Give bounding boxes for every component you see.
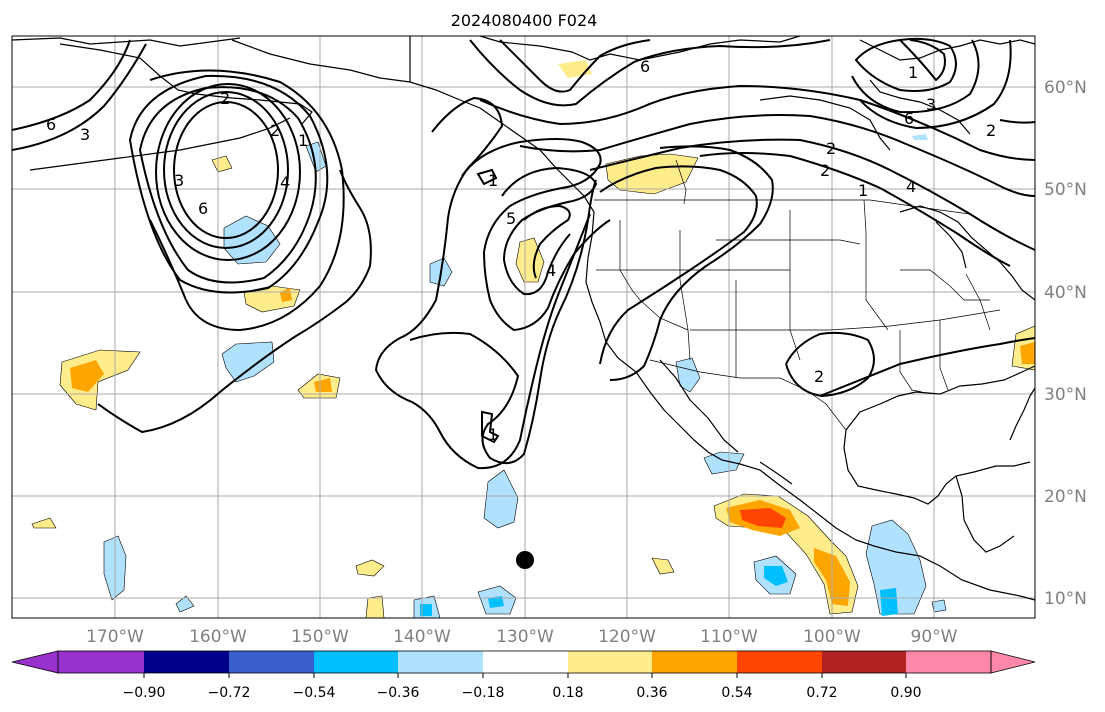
lat-tick-label: 30°N bbox=[1044, 385, 1087, 405]
contour-label: 1 bbox=[488, 171, 498, 190]
colorbar-swatch bbox=[737, 651, 822, 673]
colorbar-ticks bbox=[143, 673, 907, 678]
colorbar-tick-label: −0.72 bbox=[208, 685, 251, 701]
lat-tick-label: 20°N bbox=[1044, 487, 1087, 507]
contour-label: 2 bbox=[220, 89, 230, 108]
contour-label: 1 bbox=[908, 63, 918, 82]
latitude-axis: 60°N 50°N 40°N 30°N 20°N 10°N bbox=[1044, 78, 1087, 609]
contour-label: 1 bbox=[298, 131, 308, 150]
contour-label: 4 bbox=[906, 177, 916, 196]
contour-label: 3 bbox=[174, 171, 184, 190]
colorbar-tick-label: 0.18 bbox=[552, 685, 583, 701]
lon-tick-label: 170°W bbox=[86, 627, 144, 647]
map-panel: 6 3 2 1 2 3 4 6 1 1 5 4 2 1 6 2 1 4 6 3 … bbox=[11, 35, 1036, 619]
colorbar-tick-label: 0.36 bbox=[636, 685, 667, 701]
contour-label: 2 bbox=[820, 161, 830, 180]
lon-tick-label: 140°W bbox=[393, 627, 451, 647]
contour-label: 4 bbox=[546, 261, 556, 280]
colorbar-high-extension bbox=[990, 650, 1036, 674]
lat-tick-label: 40°N bbox=[1044, 283, 1087, 303]
longitude-axis: 170°W 160°W 150°W 140°W 130°W 120°W 110°… bbox=[86, 627, 958, 647]
political-borders bbox=[594, 159, 1001, 431]
map-title: 2024080400 F024 bbox=[451, 11, 598, 30]
colorbar-swatch bbox=[398, 651, 483, 673]
contour-label: 2 bbox=[826, 139, 836, 158]
lon-tick-label: 120°W bbox=[598, 627, 656, 647]
colorbar-low-extension bbox=[11, 650, 59, 674]
map-gridlines bbox=[12, 36, 1035, 618]
colorbar-swatch bbox=[568, 651, 652, 673]
lat-tick-label: 60°N bbox=[1044, 78, 1087, 98]
colorbar-swatch bbox=[314, 651, 398, 673]
lon-tick-label: 150°W bbox=[291, 627, 349, 647]
colorbar-tick-label: −0.36 bbox=[377, 685, 420, 701]
lon-tick-label: 100°W bbox=[803, 627, 861, 647]
lon-tick-label: 130°W bbox=[496, 627, 554, 647]
lon-tick-label: 110°W bbox=[700, 627, 758, 647]
contour-label: 4 bbox=[280, 173, 290, 192]
height-contours bbox=[11, 37, 1036, 470]
contour-label: 3 bbox=[926, 95, 936, 114]
contour-label: 6 bbox=[904, 109, 914, 128]
colorbar-swatch bbox=[144, 651, 229, 673]
colorbar-swatch bbox=[906, 651, 991, 673]
colorbar-swatch bbox=[58, 651, 144, 673]
contour-label: 6 bbox=[198, 199, 208, 218]
colorbar: −0.90 −0.72 −0.54 −0.36 −0.18 0.18 0.36 … bbox=[11, 650, 1036, 701]
colorbar-swatch bbox=[822, 651, 906, 673]
lat-tick-label: 10°N bbox=[1044, 589, 1087, 609]
colorbar-tick-label: −0.18 bbox=[462, 685, 505, 701]
colorbar-tick-label: −0.90 bbox=[123, 685, 166, 701]
colorbar-tick-label: 0.54 bbox=[721, 685, 752, 701]
lon-tick-label: 160°W bbox=[189, 627, 247, 647]
location-marker bbox=[516, 551, 534, 569]
colorbar-tick-label: −0.54 bbox=[293, 685, 336, 701]
colorbar-swatch bbox=[483, 651, 568, 673]
contour-label: 1 bbox=[858, 181, 868, 200]
colorbar-tick-label: 0.72 bbox=[806, 685, 837, 701]
coastlines bbox=[11, 35, 1036, 601]
contour-label: 2 bbox=[270, 121, 280, 140]
contour-label: 5 bbox=[506, 209, 516, 228]
contour-label: 6 bbox=[640, 57, 650, 76]
contour-value-labels: 6 3 2 1 2 3 4 6 1 1 5 4 2 1 6 2 1 4 6 3 … bbox=[46, 57, 996, 444]
colorbar-tick-label: 0.90 bbox=[890, 685, 921, 701]
contour-label: 2 bbox=[986, 121, 996, 140]
contour-label: 3 bbox=[80, 125, 90, 144]
lon-tick-label: 90°W bbox=[911, 627, 958, 647]
lat-tick-label: 50°N bbox=[1044, 180, 1087, 200]
contour-label: 6 bbox=[46, 115, 56, 134]
contour-label: 2 bbox=[814, 367, 824, 386]
colorbar-swatch bbox=[652, 651, 737, 673]
colorbar-swatch bbox=[229, 651, 314, 673]
contour-label: 1 bbox=[488, 425, 498, 444]
